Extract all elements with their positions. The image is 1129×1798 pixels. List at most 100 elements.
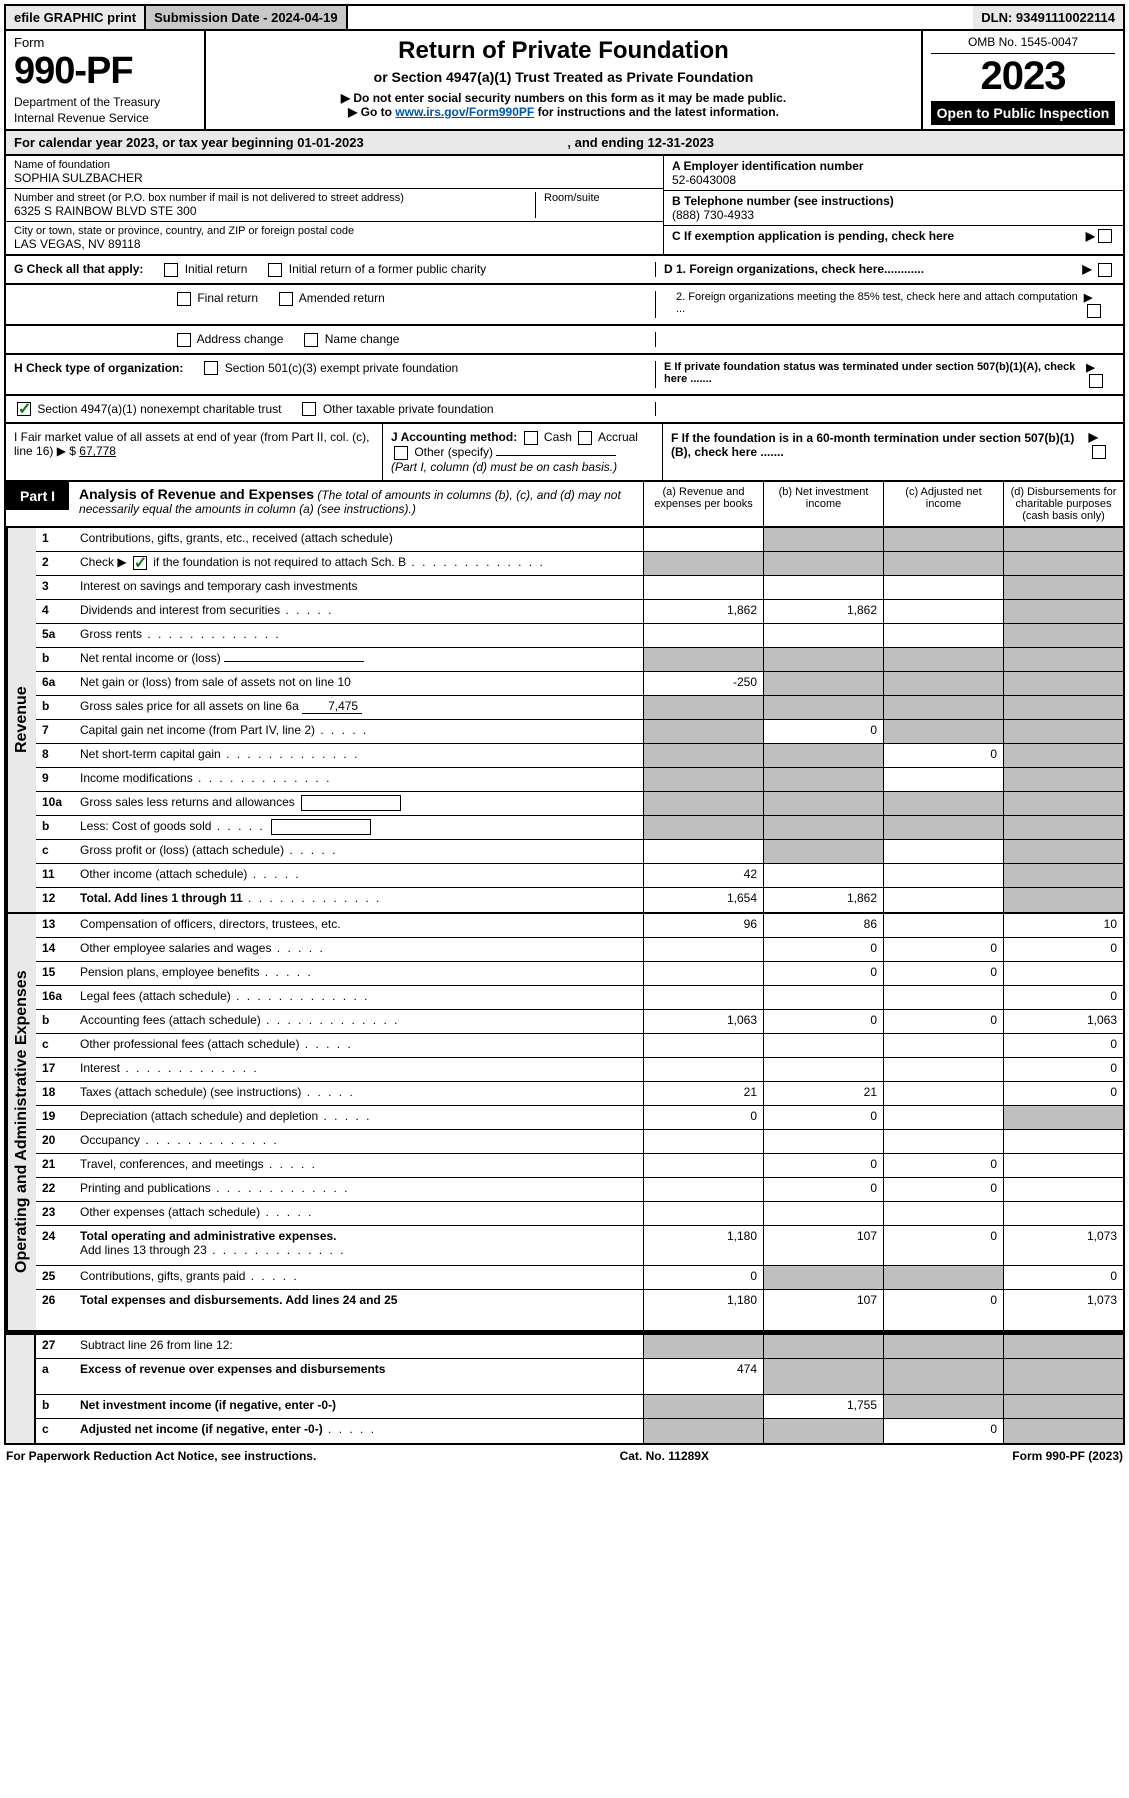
city-label: City or town, state or province, country… (14, 225, 655, 237)
part1-title: Analysis of Revenue and Expenses (The to… (69, 482, 643, 526)
row-26: Total expenses and disbursements. Add li… (76, 1290, 643, 1330)
h-other-checkbox[interactable] (302, 402, 316, 416)
header-center: Return of Private Foundation or Section … (206, 31, 923, 129)
g-address-checkbox[interactable] (177, 333, 191, 347)
h-row-2: Section 4947(a)(1) nonexempt charitable … (4, 396, 1125, 425)
row-5b: Net rental income or (loss) (76, 648, 643, 671)
row-27: Subtract line 26 from line 12: (76, 1335, 643, 1358)
g-initial-checkbox[interactable] (164, 263, 178, 277)
row-16a: Legal fees (attach schedule) (76, 986, 643, 1009)
col-b-head: (b) Net investment income (763, 482, 883, 526)
part1-header: Part I Analysis of Revenue and Expenses … (4, 482, 1125, 528)
phone-value: (888) 730-4933 (672, 208, 1115, 222)
addr-label: Number and street (or P.O. box number if… (14, 192, 527, 204)
j-other-checkbox[interactable] (394, 446, 408, 460)
info-left: Name of foundation SOPHIA SULZBACHER Num… (6, 156, 663, 254)
footer-mid: Cat. No. 11289X (620, 1449, 709, 1463)
revenue-table: Revenue 1Contributions, gifts, grants, e… (4, 528, 1125, 914)
row-22: Printing and publications (76, 1178, 643, 1201)
g-label: G Check all that apply: (14, 262, 143, 277)
row-27c: Adjusted net income (if negative, enter … (76, 1419, 643, 1443)
phone-label: B Telephone number (see instructions) (672, 194, 1115, 208)
ij-row: I Fair market value of all assets at end… (4, 424, 1125, 482)
i-block: I Fair market value of all assets at end… (6, 424, 383, 480)
header-left: Form 990-PF Department of the Treasury I… (6, 31, 206, 129)
schb-checkbox[interactable] (133, 556, 147, 570)
row-13: Compensation of officers, directors, tru… (76, 914, 643, 937)
name-label: Name of foundation (14, 159, 655, 171)
footer: For Paperwork Reduction Act Notice, see … (4, 1445, 1125, 1467)
note-link: ▶ Go to www.irs.gov/Form990PF for instru… (214, 105, 913, 119)
e-checkbox[interactable] (1089, 374, 1103, 388)
foundation-name: SOPHIA SULZBACHER (14, 171, 655, 185)
expenses-table: Operating and Administrative Expenses 13… (4, 914, 1125, 1332)
row-10b: Less: Cost of goods sold (76, 816, 643, 839)
arrow-icon: ▶ (1086, 229, 1095, 243)
form-number: 990-PF (14, 50, 196, 93)
row-9: Income modifications (76, 768, 643, 791)
g-row-3: Address change Name change (4, 326, 1125, 355)
submission-date: Submission Date - 2024-04-19 (146, 6, 348, 29)
e-label: E If private foundation status was termi… (664, 361, 1086, 388)
form-label: Form (14, 35, 196, 50)
col-d-head: (d) Disbursements for charitable purpose… (1003, 482, 1123, 526)
efile-label[interactable]: efile GRAPHIC print (6, 6, 146, 29)
row-8: Net short-term capital gain (76, 744, 643, 767)
row-23: Other expenses (attach schedule) (76, 1202, 643, 1225)
g-namechange-checkbox[interactable] (304, 333, 318, 347)
j-cash-checkbox[interactable] (524, 431, 538, 445)
row-25: Contributions, gifts, grants paid (76, 1266, 643, 1289)
irs-link[interactable]: www.irs.gov/Form990PF (395, 105, 534, 119)
top-bar: efile GRAPHIC print Submission Date - 20… (4, 4, 1125, 31)
info-right: A Employer identification number 52-6043… (663, 156, 1123, 254)
foundation-city: LAS VEGAS, NV 89118 (14, 237, 655, 251)
g-final-checkbox[interactable] (177, 292, 191, 306)
dept-irs: Internal Revenue Service (14, 111, 196, 125)
c-checkbox[interactable] (1098, 229, 1112, 243)
row-5a: Gross rents (76, 624, 643, 647)
header-right: OMB No. 1545-0047 2023 Open to Public In… (923, 31, 1123, 129)
row-20: Occupancy (76, 1130, 643, 1153)
h-4947-checkbox[interactable] (17, 402, 31, 416)
j-accrual-checkbox[interactable] (578, 431, 592, 445)
footer-left: For Paperwork Reduction Act Notice, see … (6, 1449, 316, 1463)
fmv-value: 67,778 (79, 444, 116, 458)
f-label: F If the foundation is in a 60-month ter… (671, 431, 1089, 459)
form-title: Return of Private Foundation (214, 37, 913, 65)
g-amended-checkbox[interactable] (279, 292, 293, 306)
d1-label: D 1. Foreign organizations, check here..… (664, 262, 924, 277)
row-7: Capital gain net income (from Part IV, l… (76, 720, 643, 743)
info-block: Name of foundation SOPHIA SULZBACHER Num… (4, 156, 1125, 256)
row-4: Dividends and interest from securities (76, 600, 643, 623)
h-501c3-checkbox[interactable] (204, 361, 218, 375)
row-11: Other income (attach schedule) (76, 864, 643, 887)
g-initial-public-checkbox[interactable] (268, 263, 282, 277)
row-24: Total operating and administrative expen… (76, 1226, 643, 1265)
f-checkbox[interactable] (1092, 445, 1106, 459)
row-16b: Accounting fees (attach schedule) (76, 1010, 643, 1033)
form-subtitle: or Section 4947(a)(1) Trust Treated as P… (214, 69, 913, 85)
line27-table: 27Subtract line 26 from line 12: aExcess… (4, 1332, 1125, 1445)
d2-label: 2. Foreign organizations meeting the 85%… (676, 291, 1084, 318)
row-15: Pension plans, employee benefits (76, 962, 643, 985)
g-row: G Check all that apply: Initial return I… (4, 256, 1125, 285)
ein-label: A Employer identification number (672, 159, 1115, 173)
row-10a: Gross sales less returns and allowances (76, 792, 643, 815)
suite-label: Room/suite (544, 192, 655, 204)
dept-treasury: Department of the Treasury (14, 95, 196, 109)
g-row-2: Final return Amended return 2. Foreign o… (4, 285, 1125, 326)
d2-checkbox[interactable] (1087, 304, 1101, 318)
footer-right: Form 990-PF (2023) (1012, 1449, 1123, 1463)
row-14: Other employee salaries and wages (76, 938, 643, 961)
calendar-year-row: For calendar year 2023, or tax year begi… (4, 131, 1125, 156)
open-inspection: Open to Public Inspection (931, 101, 1115, 125)
revenue-tab: Revenue (6, 528, 36, 912)
foundation-address: 6325 S RAINBOW BLVD STE 300 (14, 204, 527, 218)
row-1: Contributions, gifts, grants, etc., rece… (76, 528, 643, 551)
d1-checkbox[interactable] (1098, 263, 1112, 277)
row-6a: Net gain or (loss) from sale of assets n… (76, 672, 643, 695)
row-18: Taxes (attach schedule) (see instruction… (76, 1082, 643, 1105)
j-block: J Accounting method: Cash Accrual Other … (383, 424, 663, 480)
note-ssn: ▶ Do not enter social security numbers o… (214, 91, 913, 105)
row-2: Check ▶ if the foundation is not require… (76, 552, 643, 575)
